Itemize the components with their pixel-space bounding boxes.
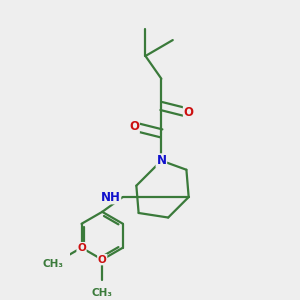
Text: CH₃: CH₃ [43, 259, 64, 269]
Text: O: O [129, 120, 139, 133]
Text: O: O [184, 106, 194, 119]
Text: O: O [77, 243, 86, 253]
Text: NH: NH [100, 190, 120, 204]
Text: O: O [98, 255, 106, 265]
Text: N: N [156, 154, 167, 167]
Text: CH₃: CH₃ [92, 288, 113, 298]
